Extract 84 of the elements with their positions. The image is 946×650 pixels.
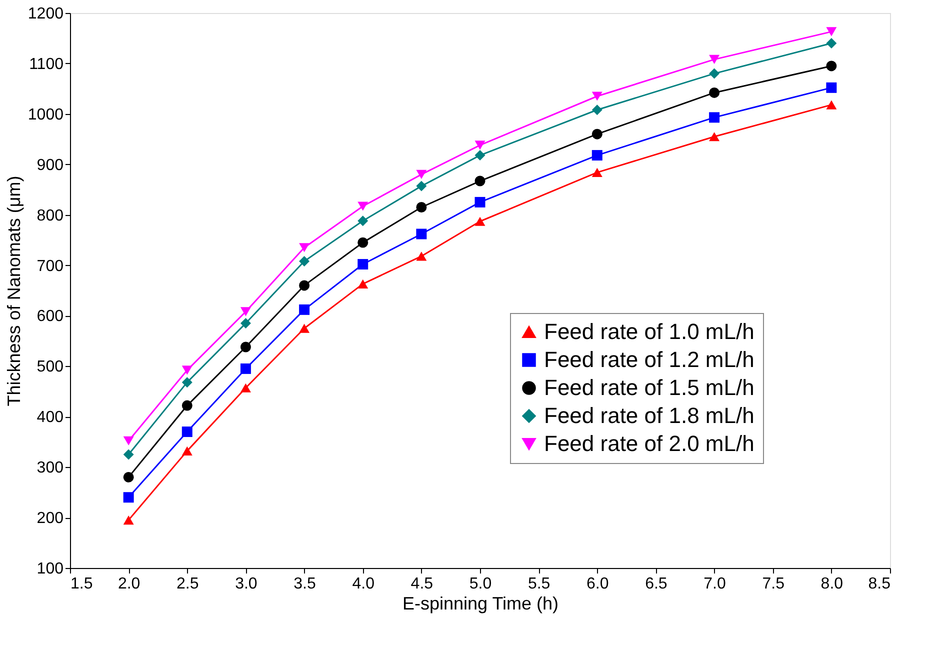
point bbox=[709, 54, 720, 64]
point bbox=[592, 92, 602, 101]
x-tick-label: 5.5 bbox=[528, 576, 550, 592]
point bbox=[592, 150, 602, 161]
point bbox=[416, 180, 427, 192]
point bbox=[123, 449, 134, 460]
point bbox=[474, 150, 486, 161]
x-tick-label: 5.0 bbox=[469, 576, 492, 592]
y-tick-label: 800 bbox=[36, 207, 64, 224]
x-tick-label: 2.5 bbox=[176, 576, 199, 592]
point bbox=[299, 324, 310, 333]
x-tick-label: 7.5 bbox=[762, 576, 785, 592]
y-tick-label: 400 bbox=[36, 409, 64, 426]
point bbox=[474, 216, 486, 226]
x-tick-label: 8.0 bbox=[820, 576, 844, 592]
y-tick-label: 1100 bbox=[29, 56, 64, 73]
point bbox=[240, 383, 251, 392]
point bbox=[240, 342, 251, 352]
legend-label: Feed rate of 1.2 mL/h bbox=[544, 347, 754, 372]
y-tick-label: 100 bbox=[36, 560, 64, 578]
point bbox=[182, 366, 192, 375]
y-tick-label: 700 bbox=[36, 258, 64, 275]
point bbox=[474, 176, 486, 186]
y-tick-label: 500 bbox=[36, 358, 64, 376]
x-tick-label: 4.5 bbox=[410, 576, 434, 592]
point bbox=[299, 243, 310, 252]
point bbox=[358, 202, 368, 211]
legend-label: Feed rate of 2.0 mL/h bbox=[544, 431, 754, 456]
x-tick-label: 1.5 bbox=[70, 576, 93, 592]
point bbox=[358, 216, 368, 226]
point bbox=[416, 202, 427, 212]
point bbox=[182, 377, 192, 388]
legend-label: Feed rate of 1.5 mL/h bbox=[544, 375, 754, 400]
x-tick-label: 6.5 bbox=[645, 576, 668, 592]
x-tick-label: 3.5 bbox=[294, 576, 316, 592]
y-tick-label: 600 bbox=[36, 308, 64, 326]
point bbox=[416, 228, 427, 240]
legend-label: Feed rate of 1.0 mL/h bbox=[544, 319, 754, 344]
point bbox=[826, 100, 837, 110]
point bbox=[826, 27, 837, 36]
point bbox=[826, 82, 837, 93]
x-tick-label: 6.0 bbox=[586, 576, 609, 592]
point bbox=[826, 38, 837, 49]
y-tick-label: 1200 bbox=[28, 6, 64, 22]
point bbox=[299, 304, 310, 315]
x-tick-label: 7.0 bbox=[704, 576, 726, 592]
point bbox=[240, 318, 251, 329]
point bbox=[592, 168, 602, 177]
point bbox=[240, 363, 251, 374]
y-tick-label: 1000 bbox=[28, 106, 64, 124]
x-tick-label: 8.5 bbox=[868, 576, 891, 592]
y-tick-label: 200 bbox=[36, 510, 64, 528]
point bbox=[299, 256, 310, 266]
x-axis-title: E-spinning Time (h) bbox=[402, 594, 559, 614]
x-tick-label: 2.0 bbox=[118, 576, 140, 592]
point bbox=[182, 446, 192, 456]
point bbox=[358, 279, 368, 288]
point bbox=[123, 516, 134, 525]
point bbox=[123, 472, 134, 482]
point bbox=[123, 492, 134, 503]
point bbox=[474, 140, 486, 150]
point bbox=[240, 307, 251, 316]
point bbox=[299, 280, 310, 291]
y-tick-label: 900 bbox=[36, 156, 64, 174]
point bbox=[182, 426, 192, 438]
point bbox=[709, 87, 720, 98]
legend-label: Feed rate of 1.8 mL/h bbox=[544, 403, 754, 428]
y-axis-title: Thickness of Nanomats (μm) bbox=[4, 176, 24, 406]
point bbox=[358, 237, 368, 248]
point bbox=[709, 112, 720, 123]
point bbox=[709, 68, 720, 79]
point bbox=[592, 128, 602, 140]
y-tick-label: 300 bbox=[36, 460, 64, 477]
x-tick-label: 4.0 bbox=[352, 576, 375, 592]
x-tick-label: 3.0 bbox=[235, 576, 258, 592]
point bbox=[358, 259, 368, 270]
point bbox=[592, 104, 602, 116]
point bbox=[474, 196, 486, 208]
point bbox=[123, 436, 134, 446]
point bbox=[709, 132, 720, 142]
point bbox=[826, 60, 837, 72]
point bbox=[182, 400, 192, 411]
point bbox=[416, 252, 427, 261]
point bbox=[416, 170, 427, 179]
